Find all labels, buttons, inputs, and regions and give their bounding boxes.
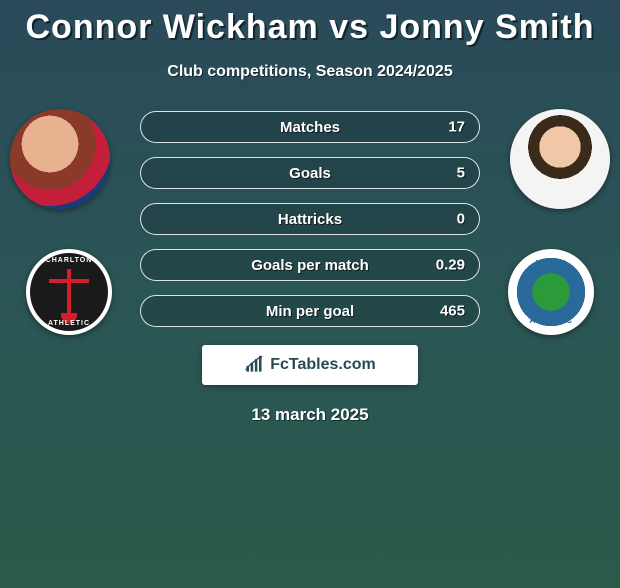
stats-rows: Matches 17 Goals 5 Hattricks 0 Goals per… xyxy=(140,109,480,327)
stat-value: 17 xyxy=(448,119,465,136)
chart-icon xyxy=(244,355,264,375)
date-label: 13 march 2025 xyxy=(0,405,620,425)
avatar-placeholder xyxy=(10,109,110,209)
stat-row: Hattricks 0 xyxy=(140,203,480,235)
stat-label: Goals per match xyxy=(251,257,369,274)
club-left-crest: CHARLTON ATHLETIC xyxy=(26,249,112,335)
stat-value: 5 xyxy=(457,165,465,182)
stat-row: Goals 5 xyxy=(140,157,480,189)
stat-row: Goals per match 0.29 xyxy=(140,249,480,281)
stat-label: Min per goal xyxy=(266,303,354,320)
stat-row: Matches 17 xyxy=(140,111,480,143)
page-subtitle: Club competitions, Season 2024/2025 xyxy=(0,63,620,81)
crest-left-top-text: CHARLTON xyxy=(30,257,108,264)
stat-label: Hattricks xyxy=(278,211,342,228)
stat-label: Matches xyxy=(280,119,340,136)
page-title: Connor Wickham vs Jonny Smith xyxy=(0,8,620,47)
stat-row: Min per goal 465 xyxy=(140,295,480,327)
crest-right-bottom-text: ATHLETIC xyxy=(512,316,590,325)
club-right-crest: WIGAN ATHLETIC xyxy=(508,249,594,335)
stat-value: 0 xyxy=(457,211,465,228)
crest-right-top-text: WIGAN xyxy=(512,259,590,268)
brand-badge: FcTables.com xyxy=(202,345,418,385)
stat-value: 465 xyxy=(440,303,465,320)
avatar-placeholder xyxy=(510,109,610,209)
crest-left-bottom-text: ATHLETIC xyxy=(30,320,108,327)
stat-label: Goals xyxy=(289,165,331,182)
brand-label: FcTables.com xyxy=(270,356,376,374)
stat-value: 0.29 xyxy=(436,257,465,274)
player-left-avatar xyxy=(10,109,110,209)
player-right-avatar xyxy=(510,109,610,209)
comparison-wrap: CHARLTON ATHLETIC WIGAN ATHLETIC Matches… xyxy=(0,109,620,425)
